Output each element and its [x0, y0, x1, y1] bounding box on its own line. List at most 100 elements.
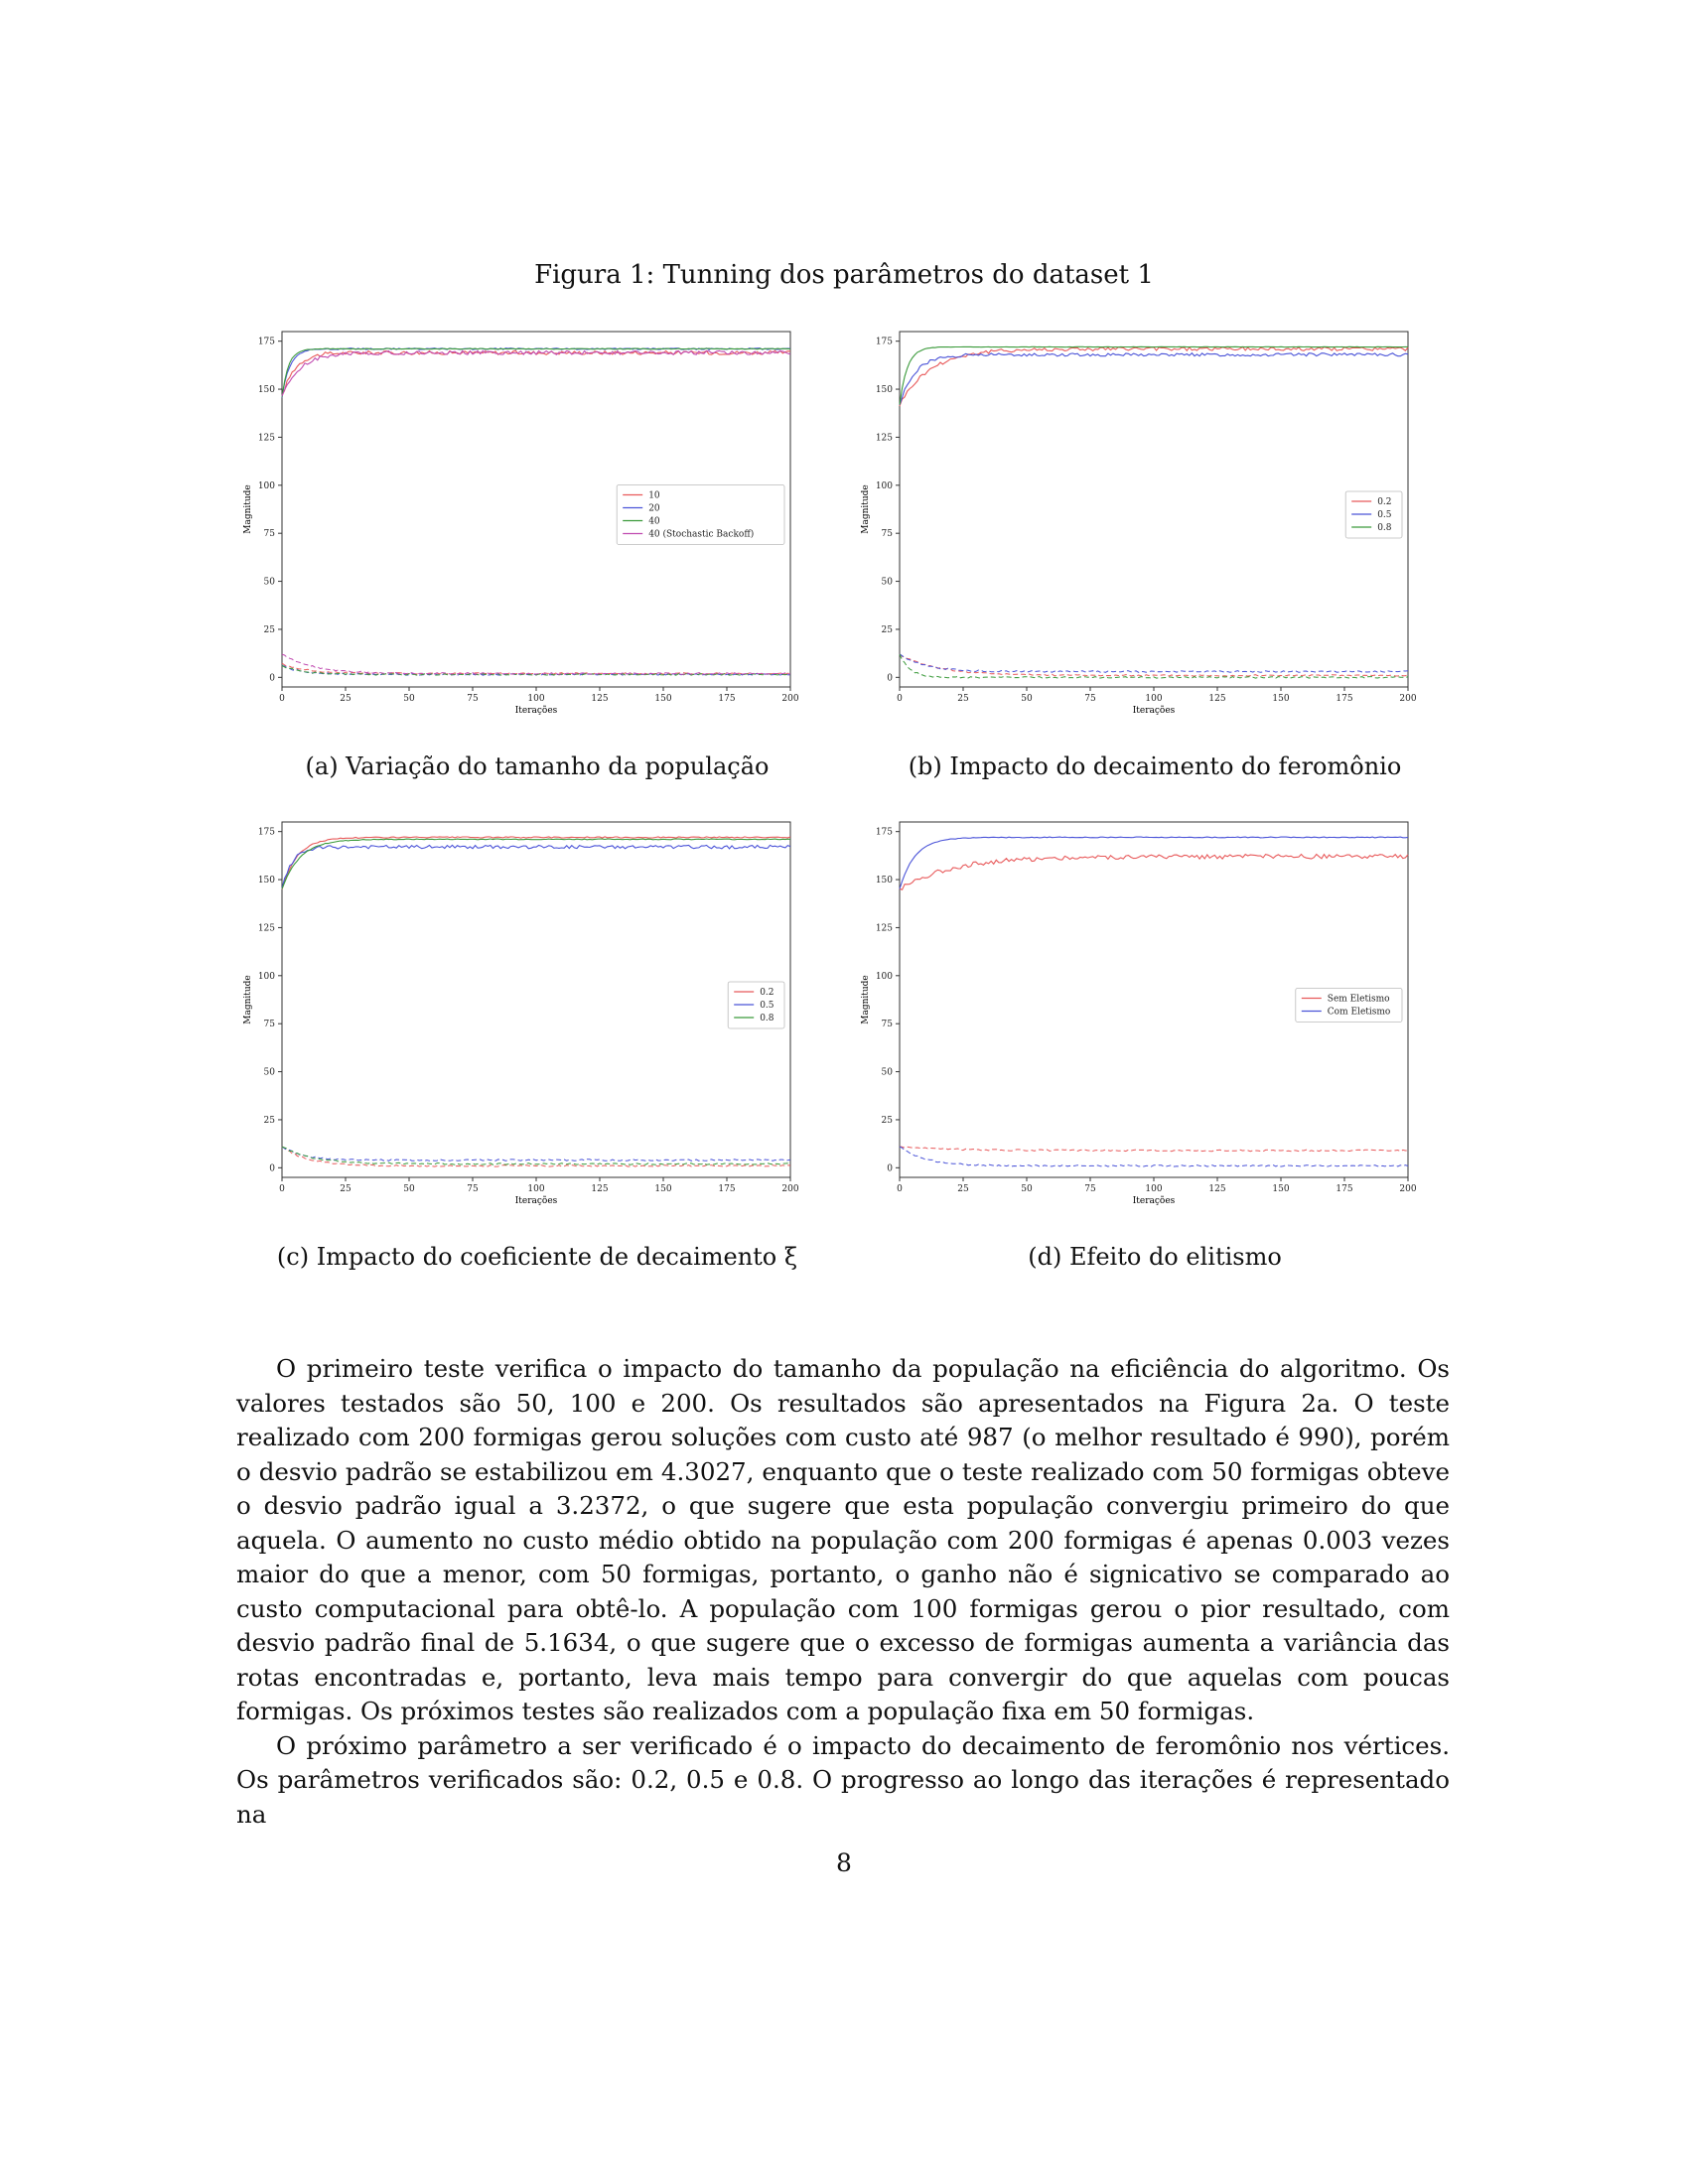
y-tick-label: 75: [882, 1020, 894, 1029]
y-tick-label: 150: [876, 876, 893, 886]
series-line: [281, 347, 791, 397]
x-tick-label: 200: [1399, 1184, 1416, 1194]
legend-label: 40 (Stochastic Backoff): [648, 528, 754, 539]
x-tick-label: 125: [1208, 694, 1225, 704]
series-deviation-line: [281, 1146, 791, 1161]
y-tick-label: 125: [876, 433, 893, 443]
legend-label: 0.2: [760, 988, 774, 998]
y-axis-label: Magnitude: [861, 484, 871, 534]
y-tick-label: 150: [258, 876, 275, 886]
legend-box: [616, 484, 785, 545]
series-deviation-line: [899, 653, 1409, 673]
y-tick-label: 25: [264, 625, 276, 635]
y-tick-label: 100: [876, 972, 893, 982]
y-tick-label: 50: [882, 578, 894, 588]
series-line: [281, 844, 791, 889]
x-tick-label: 125: [1208, 1184, 1225, 1194]
x-tick-label: 175: [718, 694, 735, 704]
x-tick-label: 0: [279, 694, 285, 704]
series-line: [281, 347, 791, 398]
x-tick-label: 0: [897, 694, 903, 704]
series-deviation-line: [899, 1146, 1409, 1167]
y-tick-label: 50: [264, 1068, 276, 1078]
series-deviation-line: [281, 653, 791, 675]
y-tick-label: 175: [258, 828, 275, 838]
plot-frame: [899, 331, 1409, 688]
y-tick-label: 50: [264, 578, 276, 588]
y-tick-label: 0: [887, 673, 893, 683]
x-tick-label: 150: [1272, 694, 1289, 704]
chart-d-svg: 0 25 50 75 100 125 150 175 200 0 25 50 75 100 125 150 17…: [861, 821, 1417, 1206]
y-axis-label: Magnitude: [243, 484, 253, 534]
chart-c-svg: 0 25 50 75 100 125 150 175 200 0 25 50 75 100 125 150 17…: [243, 821, 799, 1206]
series-line: [281, 349, 791, 397]
x-tick-label: 200: [781, 1184, 798, 1194]
legend-label: Com Eletismo: [1328, 1007, 1391, 1017]
y-axis-label: Magnitude: [243, 975, 253, 1024]
y-tick-label: 175: [258, 338, 275, 347]
paragraph-2: O próximo parâmetro a ser verificado é o…: [236, 1730, 1450, 1829]
series-deviation-line: [281, 665, 791, 676]
x-tick-label: 100: [1145, 1184, 1162, 1194]
page-number: 8: [836, 1848, 852, 1877]
x-tick-label: 150: [1272, 1184, 1289, 1194]
chart-d: 0 25 50 75 100 125 150 175 200 0 25 50 75 100 125 150 17…: [856, 816, 1417, 1208]
x-tick-label: 75: [1084, 1184, 1096, 1194]
y-tick-label: 175: [876, 338, 893, 347]
x-tick-label: 25: [340, 694, 352, 704]
x-axis-label: Iterações: [515, 705, 558, 716]
x-tick-label: 125: [591, 1184, 608, 1194]
x-tick-label: 175: [1336, 694, 1352, 704]
y-tick-label: 75: [882, 529, 894, 539]
caption-c: (c) Impacto do coeficiente de decaimento…: [276, 1243, 798, 1271]
x-tick-label: 25: [957, 694, 969, 704]
x-tick-label: 100: [527, 694, 544, 704]
series-line: [281, 836, 791, 890]
chart-b-svg: 0 25 50 75 100 125 150 175 200 0 25 50 75 100 125 150 17…: [861, 331, 1417, 716]
x-tick-label: 50: [1021, 694, 1033, 704]
legend-box: [1344, 490, 1403, 539]
x-axis-label: Iterações: [1133, 1195, 1176, 1206]
x-tick-label: 175: [718, 1184, 735, 1194]
y-tick-label: 100: [876, 481, 893, 491]
x-tick-label: 75: [467, 1184, 479, 1194]
y-tick-label: 100: [258, 972, 275, 982]
legend-label: 0.5: [1377, 510, 1392, 520]
caption-d: (d) Efeito do elitismo: [1028, 1243, 1282, 1271]
series-deviation-line: [899, 1146, 1408, 1153]
series-line: [899, 345, 1409, 405]
y-tick-label: 75: [264, 529, 276, 539]
series-deviation-line: [899, 653, 1409, 677]
y-tick-label: 25: [264, 1116, 276, 1126]
chart-b: 0 25 50 75 100 125 150 175 200 0 25 50 75 100 125 150 17…: [856, 326, 1417, 718]
x-tick-label: 100: [1145, 694, 1162, 704]
x-tick-label: 75: [467, 694, 479, 704]
y-tick-label: 0: [887, 1163, 893, 1173]
y-tick-label: 25: [882, 1116, 894, 1126]
x-axis-label: Iterações: [515, 1195, 558, 1206]
series-deviation-line: [899, 653, 1409, 679]
legend-box: [727, 981, 785, 1029]
series-deviation-line: [281, 1146, 791, 1167]
x-tick-label: 50: [403, 694, 415, 704]
series-line: [281, 838, 791, 889]
chart-a-svg: 0 25 50 75 100 125 150 175 200 0 25 50 75 100 125 150 17…: [243, 331, 799, 716]
x-tick-label: 175: [1336, 1184, 1352, 1194]
chart-c: 0 25 50 75 100 125 150 175 200 0 25 50 75 100 125 150 17…: [238, 816, 799, 1208]
x-tick-label: 75: [1084, 694, 1096, 704]
x-tick-label: 0: [897, 1184, 903, 1194]
series-line: [899, 351, 1409, 405]
series-line: [899, 836, 1409, 889]
x-axis-label: Iterações: [1133, 705, 1176, 716]
x-tick-label: 25: [957, 1184, 969, 1194]
x-tick-label: 150: [654, 1184, 671, 1194]
x-tick-label: 25: [340, 1184, 352, 1194]
x-tick-label: 100: [527, 1184, 544, 1194]
x-tick-label: 150: [654, 694, 671, 704]
legend-label: 0.5: [760, 1001, 774, 1011]
x-tick-label: 50: [403, 1184, 415, 1194]
y-tick-label: 175: [876, 828, 893, 838]
y-tick-label: 0: [269, 1163, 275, 1173]
legend-label: 40: [648, 516, 660, 526]
y-tick-label: 75: [264, 1020, 276, 1029]
